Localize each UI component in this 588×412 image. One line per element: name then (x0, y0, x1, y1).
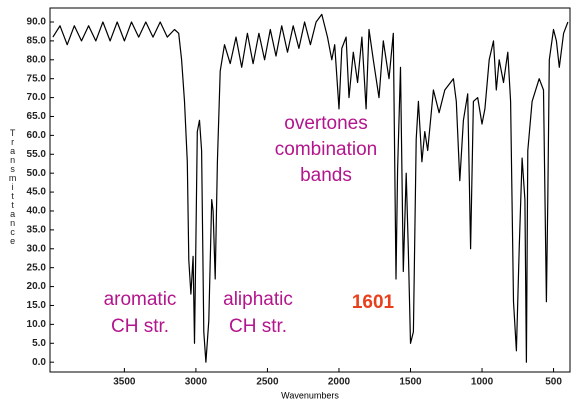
y-axis-label: Transmittance (8, 128, 18, 245)
y-tick-label: 75.0 (27, 73, 47, 84)
y-tick-label: 45.0 (27, 187, 47, 198)
annotation: bands (300, 165, 352, 186)
y-tick-label: 70.0 (27, 92, 47, 103)
x-tick-label: 2000 (328, 377, 351, 388)
y-tick-label: 5.0 (32, 338, 46, 349)
annotation: 1601 (352, 292, 395, 313)
x-tick-label: 1000 (471, 377, 494, 388)
y-tick-label: 80.0 (27, 54, 47, 65)
y-tick-label: 15.0 (27, 300, 47, 311)
y-tick-label: 30.0 (27, 243, 47, 254)
y-tick-label: 85.0 (27, 36, 47, 47)
y-tick-label: 20.0 (27, 281, 47, 292)
annotation: combination (275, 139, 377, 160)
annotation: aliphatic (223, 289, 293, 310)
x-tick-label: 2500 (256, 377, 279, 388)
y-tick-label: 90.0 (27, 17, 47, 28)
y-tick-label: 35.0 (27, 225, 47, 236)
y-tick-label: 40.0 (27, 206, 47, 217)
y-tick-label: 65.0 (27, 111, 47, 122)
plot-frame (49, 7, 571, 373)
y-tick-label: 60.0 (27, 130, 47, 141)
y-tick-label: 55.0 (27, 149, 47, 160)
y-tick-label: 0.0 (32, 357, 46, 368)
x-tick-label: 500 (545, 377, 562, 388)
spectrum-line (52, 13, 569, 363)
x-tick-label: 3500 (113, 377, 136, 388)
annotation: CH str. (229, 316, 287, 337)
annotation: overtones (284, 113, 367, 134)
y-tick-label: 10.0 (27, 319, 47, 330)
x-axis-label: Wavenumbers (281, 390, 339, 400)
y-tick-label: 50.0 (27, 168, 47, 179)
annotation: aromatic (104, 289, 177, 310)
x-tick-label: 1500 (399, 377, 422, 388)
annotation: CH str. (111, 316, 169, 337)
x-tick-label: 3000 (185, 377, 208, 388)
y-tick-label: 25.0 (27, 262, 47, 273)
